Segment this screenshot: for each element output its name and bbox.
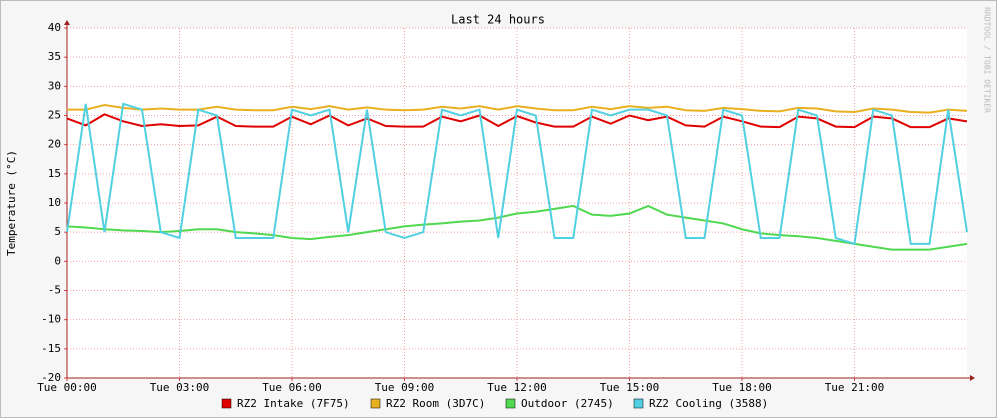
y-axis-label: Temperature (°C) xyxy=(5,150,18,256)
y-tick-label: 30 xyxy=(48,79,61,92)
y-axis-arrow xyxy=(64,20,70,25)
y-tick-label: -15 xyxy=(41,342,61,355)
y-tick-label: 35 xyxy=(48,50,61,63)
legend-label: RZ2 Cooling (3588) xyxy=(649,397,768,410)
x-tick-label: Tue 12:00 xyxy=(487,381,547,394)
series-line xyxy=(67,103,968,114)
x-tick-label: Tue 06:00 xyxy=(262,381,322,394)
x-tick-label: Tue 18:00 xyxy=(712,381,772,394)
legend-swatch xyxy=(633,398,644,409)
y-tick-label: 5 xyxy=(54,225,61,238)
x-tick-label: Tue 09:00 xyxy=(375,381,435,394)
legend-label: RZ2 Room (3D7C) xyxy=(386,397,485,410)
series-line xyxy=(66,102,968,246)
legend-label: Outdoor (2745) xyxy=(521,397,614,410)
watermark: RRDTOOL / TOBI OETIKER xyxy=(983,7,992,113)
series-line xyxy=(66,204,968,251)
legend-swatch xyxy=(221,398,232,409)
x-tick-label: Tue 03:00 xyxy=(150,381,210,394)
y-tick-label: -10 xyxy=(41,313,61,326)
y-tick-label: 40 xyxy=(48,21,61,34)
y-tick-label: 25 xyxy=(48,109,61,122)
y-tick-label: 20 xyxy=(48,138,61,151)
legend-label: RZ2 Intake (7F75) xyxy=(237,397,350,410)
y-tick-label: 15 xyxy=(48,167,61,180)
x-tick-label: Tue 15:00 xyxy=(600,381,660,394)
y-tick-label: 10 xyxy=(48,196,61,209)
x-axis-arrow xyxy=(970,375,975,381)
legend-swatch xyxy=(505,398,516,409)
y-tick-label: 0 xyxy=(54,254,61,267)
x-tick-label: Tue 21:00 xyxy=(825,381,885,394)
chart-title: Last 24 hours xyxy=(451,13,545,27)
y-tick-label: -20 xyxy=(41,371,61,384)
legend-swatch xyxy=(370,398,381,409)
x-tick-label: Tue 00:00 xyxy=(37,381,97,394)
y-tick-label: -5 xyxy=(48,284,61,297)
